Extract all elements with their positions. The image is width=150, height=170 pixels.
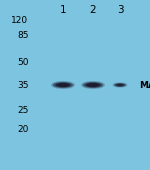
Ellipse shape	[112, 82, 128, 88]
Ellipse shape	[83, 82, 103, 88]
Ellipse shape	[55, 83, 71, 87]
Ellipse shape	[51, 81, 75, 89]
Text: 35: 35	[17, 81, 28, 89]
Text: 2: 2	[90, 5, 96, 15]
Text: MAGEA6: MAGEA6	[140, 81, 150, 89]
Text: 1: 1	[60, 5, 66, 15]
Ellipse shape	[81, 81, 105, 89]
Ellipse shape	[88, 83, 98, 87]
Ellipse shape	[58, 83, 68, 87]
Text: 25: 25	[17, 106, 28, 115]
Text: 50: 50	[17, 58, 28, 67]
Ellipse shape	[114, 83, 126, 87]
Ellipse shape	[85, 83, 101, 87]
Ellipse shape	[53, 82, 73, 88]
Text: 20: 20	[17, 125, 28, 134]
Ellipse shape	[117, 84, 123, 86]
Text: 3: 3	[117, 5, 123, 15]
Text: 120: 120	[11, 16, 28, 25]
Ellipse shape	[115, 83, 125, 87]
Text: 85: 85	[17, 31, 28, 40]
